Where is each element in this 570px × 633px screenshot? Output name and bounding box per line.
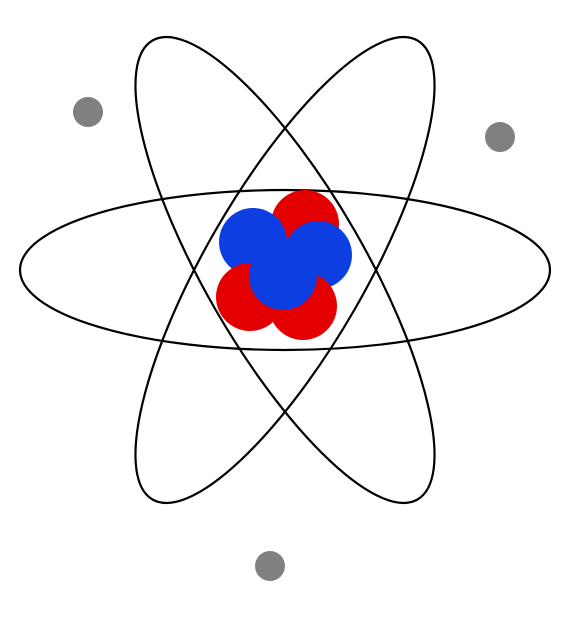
electron-2 (255, 551, 285, 581)
nucleus-neutron-5 (249, 242, 317, 310)
electron-0 (73, 97, 103, 127)
atom-diagram (0, 0, 570, 633)
nucleus-group (216, 190, 352, 340)
electron-1 (485, 122, 515, 152)
